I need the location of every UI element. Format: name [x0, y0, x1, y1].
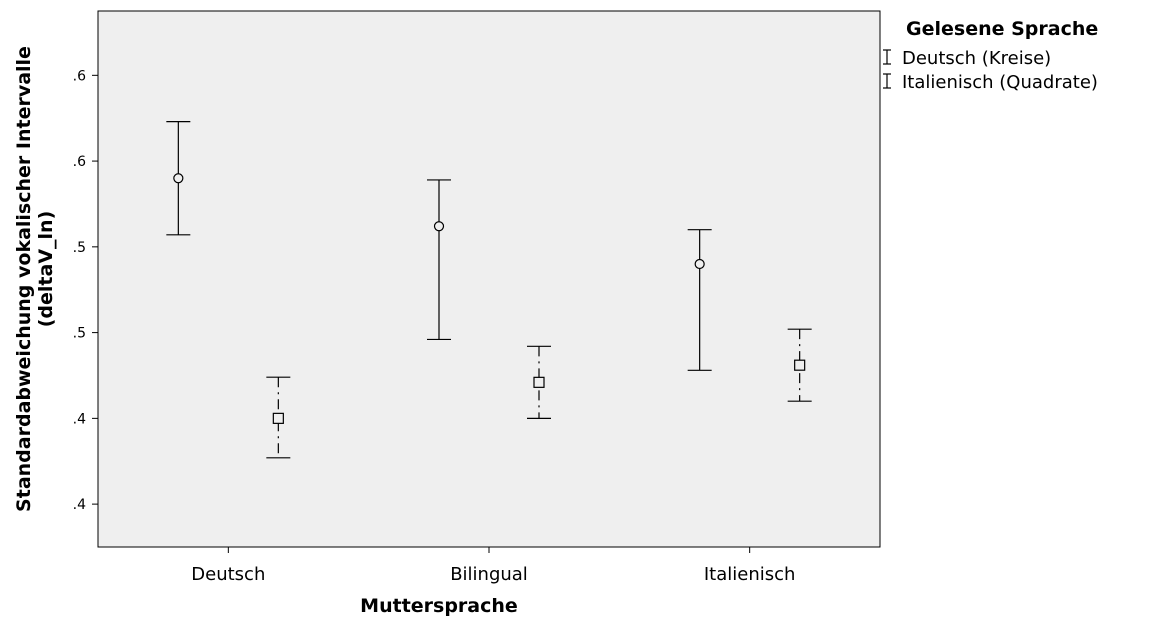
legend-entry-label: Deutsch (Kreise) — [902, 48, 1051, 69]
legend-entry: Deutsch (Kreise) — [883, 48, 1051, 69]
error-bar — [527, 345, 551, 419]
x-axis: Deutsch Bilingual Italienisch — [191, 547, 795, 585]
mean-marker-circle — [694, 258, 705, 270]
x-tick-label: Bilingual — [450, 564, 528, 585]
legend: Gelesene Sprache Deutsch (Kreise) Italien… — [883, 18, 1098, 93]
y-axis-title-line2: (deltaV_ln) — [35, 211, 57, 328]
legend-title: Gelesene Sprache — [906, 18, 1098, 40]
mean-marker-square — [794, 359, 806, 371]
chart-marks — [166, 121, 812, 459]
plot-area — [97, 10, 881, 548]
error-bar — [427, 179, 451, 341]
y-axis-title-group: Standardabweichung vokalischer Intervall… — [13, 46, 57, 512]
y-tick-label: .6 — [73, 68, 86, 84]
mean-marker-square — [533, 376, 545, 388]
x-tick-label: Italienisch — [704, 564, 796, 585]
error-bar — [687, 229, 712, 371]
y-axis: .4 .4 .5 .5 .6 .6 — [73, 68, 98, 513]
x-tick-label: Deutsch — [191, 564, 265, 585]
error-bar — [166, 121, 191, 236]
y-tick-label: .4 — [73, 497, 86, 513]
y-tick-label: .4 — [73, 411, 86, 427]
x-axis-title: Muttersprache — [360, 595, 518, 617]
mean-marker-square — [272, 412, 284, 424]
legend-entry: Italienisch (Quadrate) — [883, 72, 1098, 93]
y-tick-label: .5 — [73, 240, 86, 256]
y-tick-label: .6 — [73, 154, 86, 170]
y-axis-title-line1: Standardabweichung vokalischer Intervall… — [13, 46, 35, 512]
mean-marker-circle — [433, 221, 445, 232]
y-tick-label: .5 — [73, 326, 86, 342]
mean-marker-circle — [173, 173, 184, 184]
legend-entry-label: Italienisch (Quadrate) — [902, 72, 1098, 93]
error-bar — [787, 328, 812, 402]
error-bar — [266, 376, 291, 459]
